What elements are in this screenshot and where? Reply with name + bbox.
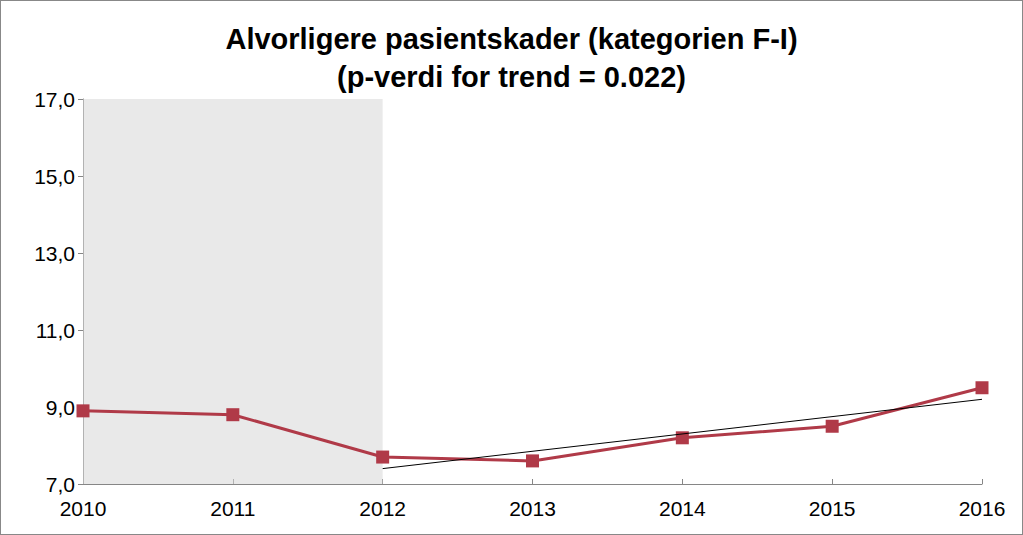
svg-text:2012: 2012 — [359, 497, 406, 520]
svg-text:2013: 2013 — [509, 497, 556, 520]
svg-text:(p-verdi for trend = 0.022): (p-verdi for trend = 0.022) — [337, 61, 686, 93]
svg-text:13,0: 13,0 — [34, 242, 75, 265]
svg-text:2010: 2010 — [60, 497, 107, 520]
svg-text:2011: 2011 — [210, 497, 255, 520]
svg-text:2016: 2016 — [959, 497, 1006, 520]
svg-text:2015: 2015 — [809, 497, 856, 520]
svg-text:7,0: 7,0 — [46, 473, 75, 496]
svg-text:Alvorligere pasientskader (kat: Alvorligere pasientskader (kategorien F-… — [225, 23, 797, 55]
svg-text:15,0: 15,0 — [34, 165, 75, 188]
svg-text:2014: 2014 — [659, 497, 706, 520]
svg-text:9,0: 9,0 — [46, 396, 75, 419]
svg-text:17,0: 17,0 — [34, 88, 75, 111]
svg-text:11,0: 11,0 — [36, 319, 75, 342]
